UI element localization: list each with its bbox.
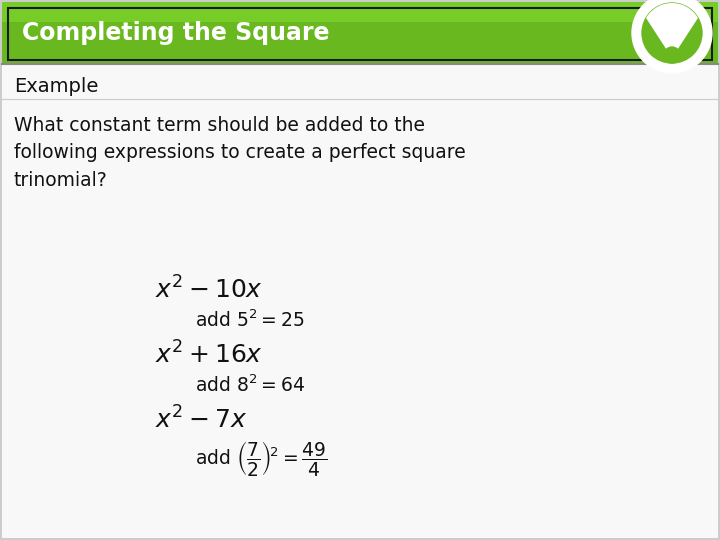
- Circle shape: [642, 3, 702, 63]
- Bar: [2, 2, 718, 64]
- Bar: [8, 8, 712, 60]
- Text: add $8^2 = 64$: add $8^2 = 64$: [195, 374, 305, 396]
- Text: add $\left(\dfrac{7}{2}\right)^{\!2} = \dfrac{49}{4}$: add $\left(\dfrac{7}{2}\right)^{\!2} = \…: [195, 438, 328, 477]
- Text: add $5^2 = 25$: add $5^2 = 25$: [195, 309, 305, 330]
- Text: Example: Example: [14, 77, 99, 96]
- Polygon shape: [646, 3, 698, 58]
- Circle shape: [632, 0, 712, 73]
- Bar: [2, 64, 718, 538]
- Text: $x^2 - 7x$: $x^2 - 7x$: [155, 407, 247, 434]
- Bar: [2, 2, 718, 22]
- Circle shape: [664, 47, 680, 63]
- Text: Completing the Square: Completing the Square: [22, 21, 330, 45]
- Text: $x^2 - 10x$: $x^2 - 10x$: [155, 276, 263, 303]
- Text: $x^2 + 16x$: $x^2 + 16x$: [155, 341, 263, 369]
- Text: What constant term should be added to the
following expressions to create a perf: What constant term should be added to th…: [14, 116, 466, 190]
